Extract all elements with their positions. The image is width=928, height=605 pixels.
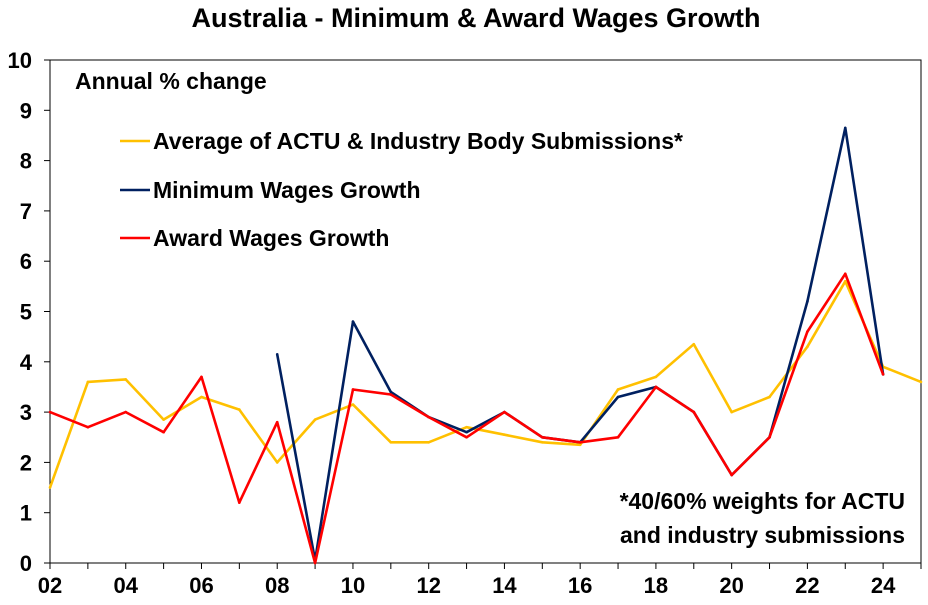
x-tick-label: 04	[113, 573, 138, 598]
data-point	[427, 440, 430, 444]
y-tick-label: 10	[8, 48, 32, 73]
y-tick-label: 1	[20, 501, 32, 526]
data-point	[616, 435, 620, 439]
data-point	[351, 388, 355, 391]
data-point	[503, 410, 506, 414]
y-axis: 0 1 2 3 4 5 6 7 8 9 10	[8, 48, 50, 576]
data-point	[654, 375, 658, 379]
legend-label: Award Wages Growth	[153, 225, 389, 251]
legend: Average of ACTU & Industry Body Submissi…	[120, 128, 683, 251]
footnote-line-2: and industry submissions	[620, 522, 905, 548]
y-tick-label: 5	[20, 300, 32, 325]
x-tick-label: 10	[341, 573, 365, 598]
data-point	[806, 330, 809, 333]
data-point	[162, 430, 165, 434]
x-axis: 02 04 06 08 10 12 14 16 18 20 22 24	[38, 563, 922, 598]
y-tick-label: 0	[20, 551, 32, 576]
data-point	[541, 440, 544, 444]
data-point	[313, 418, 317, 421]
y-tick-label: 8	[20, 149, 32, 174]
series-line-1	[48, 280, 922, 489]
data-point	[389, 393, 393, 396]
data-point	[843, 272, 847, 276]
data-point	[200, 395, 203, 399]
data-point	[881, 373, 885, 376]
data-point	[541, 435, 544, 439]
data-point	[389, 440, 393, 444]
data-point	[843, 280, 847, 283]
data-point	[654, 385, 658, 389]
x-tick-label: 02	[38, 573, 62, 598]
data-point	[578, 443, 582, 447]
data-point	[919, 380, 923, 384]
x-tick-label: 20	[719, 573, 743, 598]
series-layer	[48, 126, 923, 565]
y-tick-label: 7	[20, 199, 32, 224]
data-point	[275, 352, 279, 356]
data-point	[162, 418, 165, 421]
data-point	[768, 435, 771, 439]
legend-label: Minimum Wages Growth	[153, 177, 421, 203]
x-tick-label: 16	[568, 573, 592, 598]
x-tick-label: 18	[644, 573, 668, 598]
data-point	[313, 561, 317, 565]
data-point	[351, 320, 355, 323]
data-point	[730, 410, 733, 414]
data-point	[275, 461, 279, 464]
y-tick-label: 4	[20, 350, 33, 375]
data-point	[351, 403, 355, 406]
chart-title: Australia - Minimum & Award Wages Growth	[191, 3, 760, 33]
y-tick-label: 6	[20, 249, 32, 274]
y-tick-label: 9	[20, 98, 32, 123]
x-tick-label: 22	[795, 573, 819, 598]
x-tick-label: 24	[871, 573, 896, 598]
plot-area	[49, 59, 922, 564]
x-tick-label: 08	[265, 573, 289, 598]
chart-subtitle: Annual % change	[75, 68, 267, 94]
data-point	[843, 126, 847, 130]
x-tick-label: 14	[492, 573, 517, 598]
data-point	[768, 395, 771, 399]
data-point	[200, 375, 203, 379]
data-point	[616, 388, 620, 391]
data-point	[616, 395, 620, 399]
data-point	[238, 501, 241, 504]
data-point	[48, 410, 52, 414]
data-point	[503, 433, 506, 437]
data-point	[465, 435, 468, 439]
data-point	[730, 473, 733, 477]
data-point	[806, 345, 809, 349]
y-tick-label: 2	[20, 450, 32, 475]
x-tick-label: 06	[189, 573, 213, 598]
data-point	[86, 380, 90, 384]
data-point	[86, 425, 90, 429]
data-point	[275, 420, 279, 424]
data-point	[238, 408, 241, 411]
legend-label: Average of ACTU & Industry Body Submissi…	[153, 128, 683, 154]
data-point	[806, 300, 809, 303]
x-tick-label: 12	[416, 573, 440, 598]
data-point	[578, 440, 582, 444]
data-point	[124, 378, 128, 381]
data-point	[427, 415, 430, 419]
y-tick-label: 3	[20, 400, 32, 425]
data-point	[692, 342, 696, 346]
data-point	[465, 425, 468, 429]
data-point	[465, 430, 468, 434]
data-point	[692, 410, 696, 414]
data-point	[48, 486, 52, 489]
footnote-line-1: *40/60% weights for ACTU	[620, 488, 905, 514]
data-point	[124, 410, 128, 414]
data-point	[389, 390, 393, 394]
